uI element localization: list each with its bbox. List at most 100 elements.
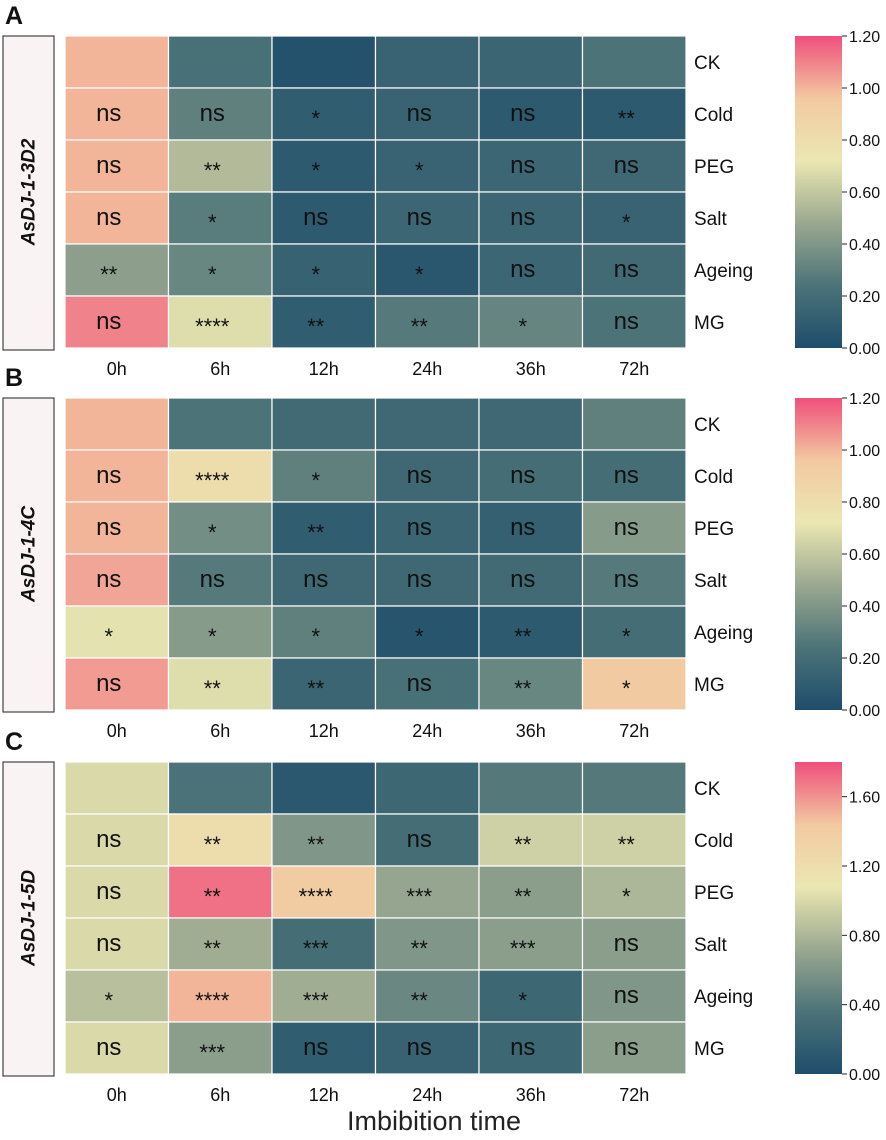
significance-label: ** [204,832,222,857]
significance-label: ** [204,158,222,183]
heatmap-cell [271,761,377,815]
column-label: 24h [412,359,442,379]
heatmap-cell [167,243,273,297]
heatmap-cell [581,295,687,349]
heatmap-cell [167,501,273,555]
significance-label: ** [204,676,222,701]
significance-label: ns [510,462,535,489]
heatmap-cell [581,917,687,971]
significance-label: ns [96,204,121,231]
gene-label-box [2,397,55,713]
significance-label: ns [200,566,225,593]
significance-label: ns [614,982,639,1009]
row-label: Cold [694,105,733,126]
heatmap-cell [478,969,584,1023]
significance-label: ns [614,566,639,593]
heatmap-cell [581,191,687,245]
heatmap-cell [478,295,584,349]
column-label: 12h [309,721,339,741]
significance-label: * [104,624,113,649]
heatmap-cell [374,813,480,867]
heatmap-cell [64,969,170,1023]
significance-label: **** [195,988,230,1013]
row-label: CK [694,53,721,74]
heatmap-cell [374,1021,480,1075]
significance-label: ns [96,1034,121,1061]
significance-label: ns [407,566,432,593]
row-label: Cold [694,831,733,852]
heatmap-cell [581,449,687,503]
colorbar-tick-label: 1.20 [849,29,880,46]
heatmap-cell [271,139,377,193]
significance-label: ns [614,308,639,335]
column-label: 24h [412,1085,442,1105]
significance-label: ** [411,988,429,1013]
row-label: PEG [694,157,734,178]
colorbar-tick-label: 0.00 [849,703,880,720]
heatmap-cell [64,35,170,89]
significance-label: ns [407,826,432,853]
heatmap-cell [374,295,480,349]
significance-label: ns [407,100,432,127]
heatmap-cell [374,761,480,815]
significance-label: * [518,314,527,339]
heatmap-cell [167,87,273,141]
heatmap-cell [374,35,480,89]
heatmap-cell [167,969,273,1023]
row-label: MG [694,313,725,334]
significance-label: ns [614,1034,639,1061]
significance-label: * [311,262,320,287]
colorbar-tick-label: 1.20 [849,859,880,876]
significance-label: ** [514,884,532,909]
significance-label: ns [96,878,121,905]
significance-label: ns [510,152,535,179]
heatmap-cell [478,397,584,451]
heatmap-cell [374,139,480,193]
significance-label: ns [96,152,121,179]
heatmap-cell [478,501,584,555]
colorbar-tick-label: 0.80 [849,133,880,150]
row-label: Ageing [694,987,753,1008]
column-label: 72h [619,721,649,741]
significance-label: ** [514,676,532,701]
column-label: 6h [210,721,230,741]
significance-label: ** [618,832,636,857]
significance-label: * [208,210,217,235]
row-label: PEG [694,519,734,540]
significance-label: ns [407,1034,432,1061]
heatmap-cell [167,397,273,451]
significance-label: ** [307,676,325,701]
heatmap-cell [271,35,377,89]
significance-label: ns [96,308,121,335]
heatmap-cell [64,865,170,919]
significance-label: * [415,262,424,287]
colorbar-tick-label: 0.40 [849,599,880,616]
significance-label: * [104,988,113,1013]
significance-label: * [415,158,424,183]
significance-label: * [311,106,320,131]
significance-label: * [208,520,217,545]
heatmap-cell [167,605,273,659]
significance-label: ns [614,256,639,283]
significance-label: **** [195,468,230,493]
column-label: 72h [619,1085,649,1105]
significance-label: * [208,624,217,649]
gene-label: AsDJ-1-3D2 [19,138,40,246]
significance-label: ns [303,204,328,231]
heatmap-cell [167,139,273,193]
significance-label: ** [100,262,118,287]
heatmap-cell [271,243,377,297]
row-label: Ageing [694,623,753,644]
heatmap-cell [271,191,377,245]
row-label: Salt [694,571,727,592]
column-label: 12h [309,1085,339,1105]
significance-label: * [622,676,631,701]
significance-label: ns [510,1034,535,1061]
heatmap-cell [271,553,377,607]
significance-label: ns [614,930,639,957]
column-label: 36h [516,359,546,379]
colorbar-tick-label: 1.20 [849,391,880,408]
significance-label: * [622,210,631,235]
